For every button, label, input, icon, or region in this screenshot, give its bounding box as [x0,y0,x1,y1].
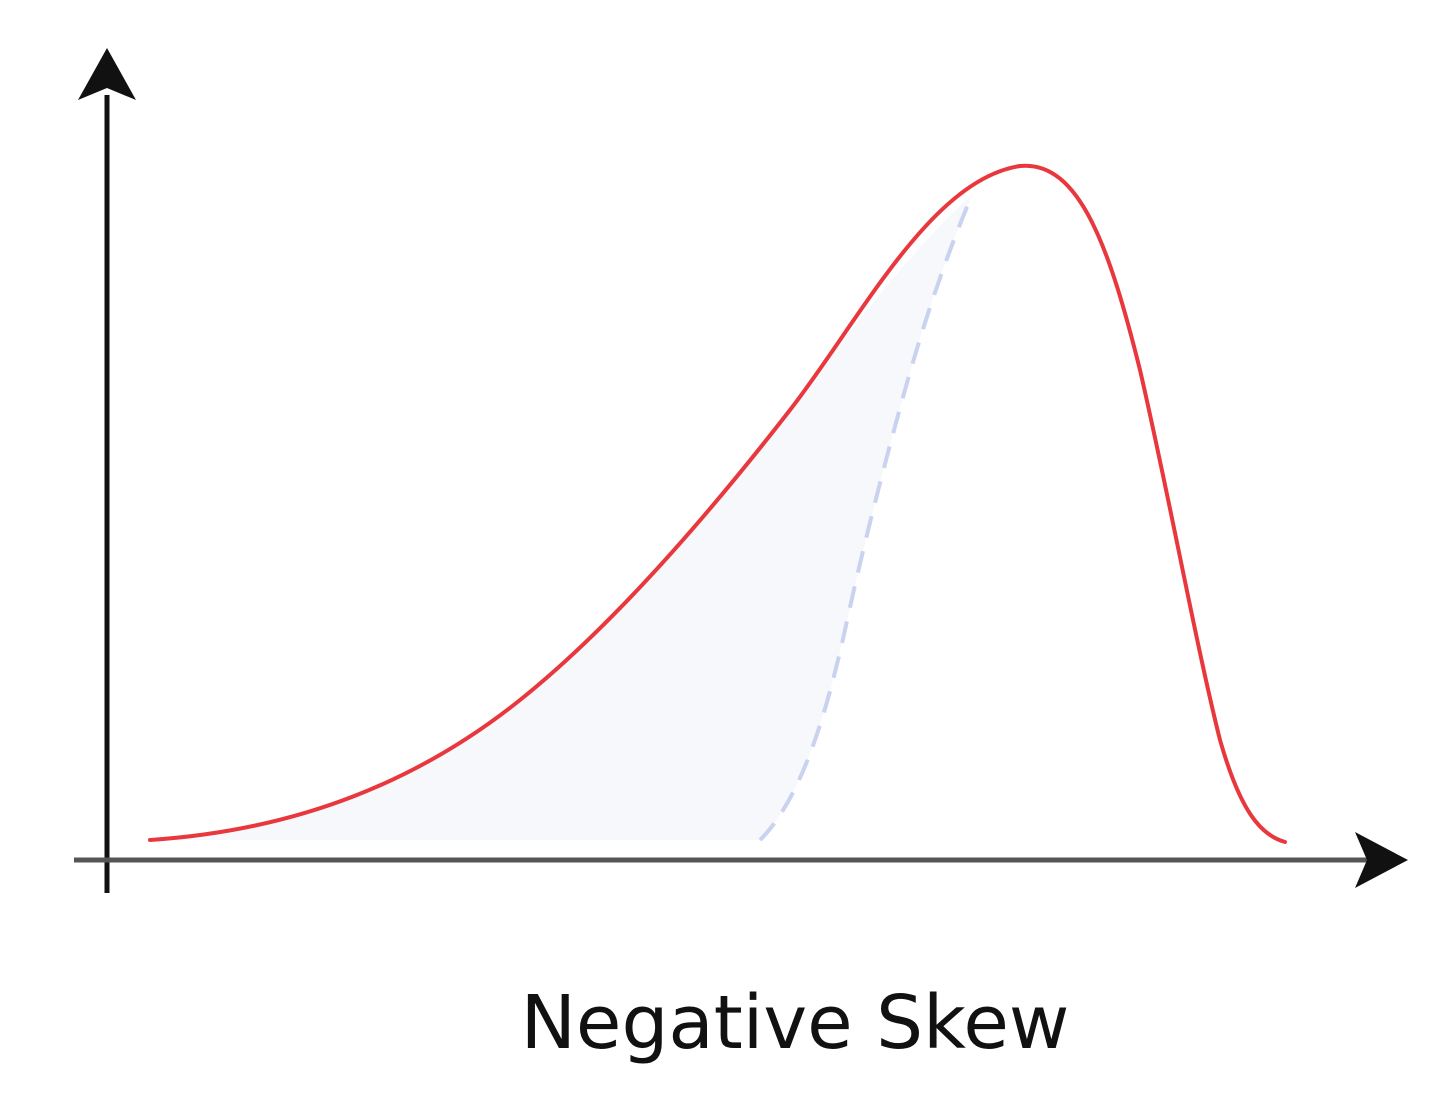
dashed-reference-curve [758,194,974,842]
arrow-up-icon [78,48,136,100]
diagram-caption: Negative Skew [521,980,1070,1066]
skew-curve [148,163,1287,844]
shaded-area [150,195,972,840]
arrow-right-icon [1355,832,1408,888]
